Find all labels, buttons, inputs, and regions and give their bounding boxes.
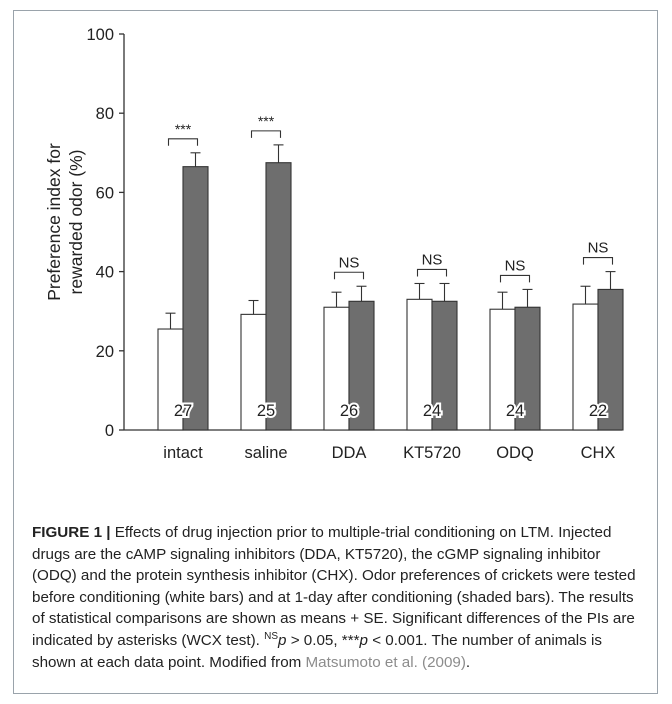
bar <box>514 306 541 431</box>
x-tick-label: intact <box>163 444 203 462</box>
caption-relation-1: > 0.05, <box>286 631 342 649</box>
caption-text: Effects of drug injection prior to multi… <box>32 524 636 649</box>
n-label: 24 <box>506 402 524 420</box>
bar <box>431 300 458 431</box>
significance-label: NS <box>339 254 360 271</box>
significance-bracket <box>499 274 531 283</box>
y-tick-label: 80 <box>96 105 114 123</box>
y-axis-label-line-2: rewarded odor (%) <box>66 150 86 295</box>
x-tick-label: KT5720 <box>403 444 461 462</box>
bar <box>406 298 433 431</box>
caption-citation-link[interactable]: Matsumoto et al. (2009) <box>305 653 466 671</box>
bar <box>348 300 375 431</box>
bar <box>265 162 292 431</box>
x-tick-label: CHX <box>581 444 616 462</box>
caption-stars: *** <box>341 631 360 649</box>
significance-bracket <box>416 268 448 277</box>
bar <box>597 288 624 431</box>
significance-bracket <box>167 138 199 146</box>
bar <box>489 308 516 431</box>
caption-p-symbol: p <box>278 631 287 649</box>
y-tick-label: 60 <box>96 184 114 202</box>
y-tick-label: 40 <box>96 264 114 282</box>
bar-chart: Preference index for rewarded odor (%) 0… <box>44 26 624 462</box>
n-label: 25 <box>257 402 275 420</box>
x-tick-label: ODQ <box>496 444 534 462</box>
y-tick-label: 0 <box>105 422 114 440</box>
caption-p-symbol-2: p <box>359 631 368 649</box>
n-label: 24 <box>423 402 441 420</box>
bar <box>182 166 209 431</box>
significance-label: NS <box>505 257 526 274</box>
n-label: 26 <box>340 402 358 420</box>
caption-figure-label: FIGURE 1 | <box>32 524 111 541</box>
significance-bracket <box>250 130 282 138</box>
caption-ns-superscript: NS <box>264 630 279 642</box>
bar <box>157 328 184 431</box>
x-tick-label: DDA <box>332 444 367 462</box>
y-tick-label: 20 <box>96 343 114 361</box>
significance-label: NS <box>422 251 443 268</box>
caption-end: . <box>465 653 471 671</box>
y-axis-label: Preference index for rewarded odor (%) <box>44 143 86 301</box>
significance-label: *** <box>175 121 192 137</box>
caption-relation-2: < 0.001. The number of animals is shown … <box>32 631 602 671</box>
significance-label: *** <box>258 113 275 129</box>
n-label: 22 <box>589 402 607 420</box>
significance-bracket <box>333 271 365 280</box>
n-label: 27 <box>174 402 192 420</box>
y-axis-label-line-1: Preference index for <box>44 143 64 301</box>
figure-caption: FIGURE 1 | Effects of drug injection pri… <box>32 522 644 673</box>
significance-label: NS <box>588 240 609 257</box>
significance-bracket <box>582 257 614 265</box>
x-tick-label: saline <box>244 444 287 462</box>
y-tick-label: 100 <box>86 26 114 44</box>
bar <box>572 303 599 431</box>
